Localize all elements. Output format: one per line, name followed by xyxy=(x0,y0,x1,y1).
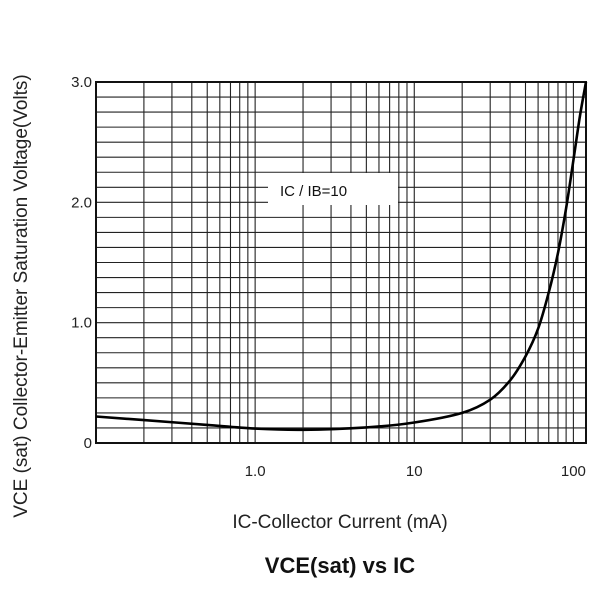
y-tick-label: 3.0 xyxy=(71,74,92,91)
x-axis-label: IC-Collector Current (mA) xyxy=(232,512,447,533)
plot-frame xyxy=(95,81,587,444)
tick-labels: 1.0 10 100 0 1.0 2.0 3.0 xyxy=(71,74,586,480)
y-tick-label: 2.0 xyxy=(71,194,92,211)
annotation-label: IC / IB=10 xyxy=(280,183,347,200)
y-tick-label: 0 xyxy=(84,435,92,452)
chart-title: VCE(sat) vs IC xyxy=(265,553,415,578)
y-tick-label: 1.0 xyxy=(71,315,92,332)
series-layer xyxy=(95,81,588,432)
x-tick-label: 100 xyxy=(561,463,586,480)
grid xyxy=(96,82,586,443)
x-tick-label: 10 xyxy=(406,463,423,480)
annotation-background xyxy=(268,173,398,205)
series-line xyxy=(95,81,588,432)
y-axis-label: VCE (sat) Collector-Emitter Saturation V… xyxy=(11,74,32,518)
x-tick-label: 1.0 xyxy=(245,463,266,480)
